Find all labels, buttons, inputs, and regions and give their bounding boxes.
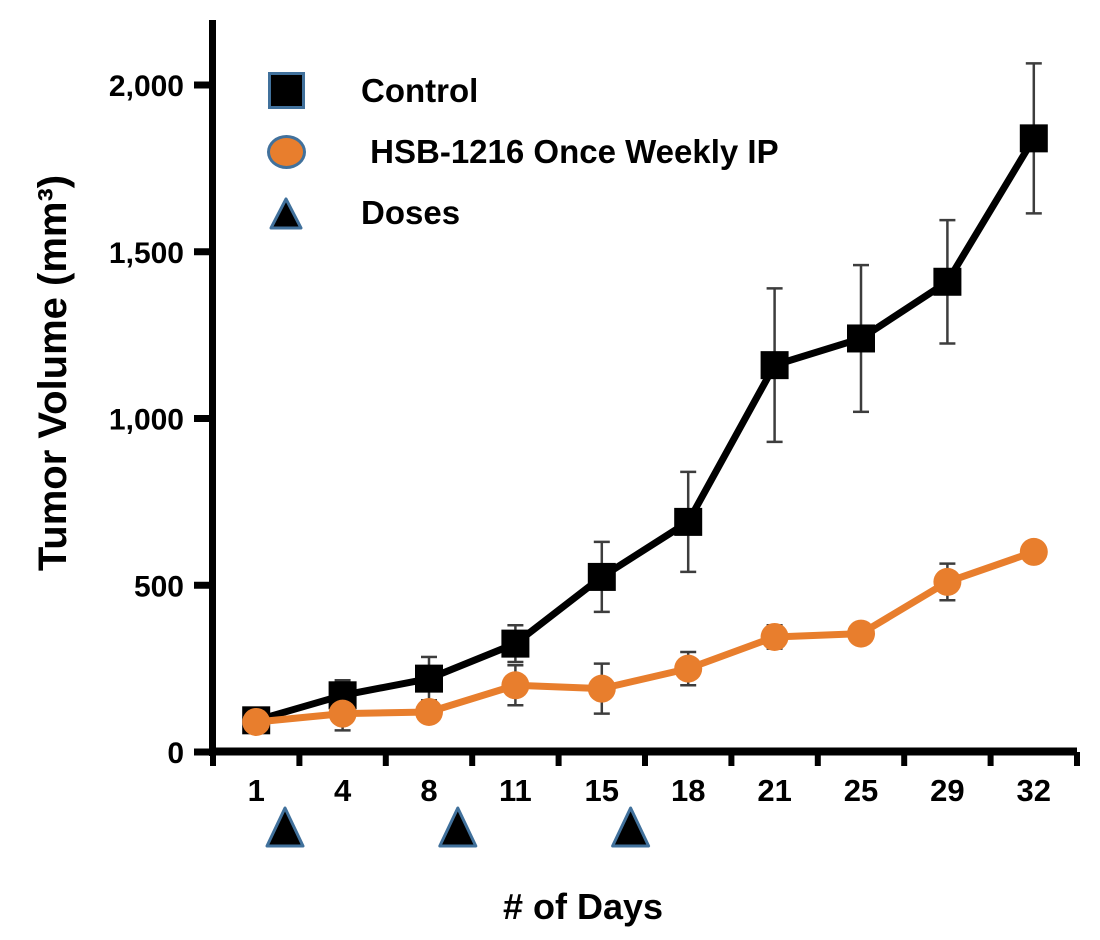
legend-item-doses: Doses [266,182,779,243]
x-tick-label: 11 [499,773,532,808]
x-tick-label: 15 [585,773,619,808]
doses-triangle-icon [266,195,306,231]
control-data-point [587,562,616,591]
treatment-circle-icon [266,134,306,169]
legend-item-control: Control [266,60,779,121]
control-data-point [501,629,530,658]
y-tick-label: 0 [167,737,184,770]
y-axis-title: Tumor Volume (mm³) [31,174,75,572]
dose-triangle-icon [438,806,478,848]
legend-label-treatment: HSB-1216 Once Weekly IP [361,132,779,170]
x-tick-label: 1 [248,773,265,808]
treatment-data-point [674,654,703,683]
treatment-data-point [242,707,271,736]
y-tick-label: 1,000 [109,404,184,437]
treatment-data-point [847,619,875,648]
dose-triangle-icon [611,806,651,848]
control-data-point [933,267,962,296]
control-data-point [1019,124,1048,153]
y-tick-label: 2,000 [109,70,184,103]
control-data-point [847,324,875,353]
control-data-point [674,507,703,536]
legend-item-treatment: HSB-1216 Once Weekly IP [266,121,779,182]
treatment-data-point [1019,537,1048,566]
x-tick-label: 18 [671,773,705,808]
dose-triangle-icon [265,806,305,848]
x-tick-label: 8 [420,773,437,808]
legend: Control HSB-1216 Once Weekly IP Doses [266,60,779,243]
x-tick-label: 21 [757,773,791,808]
treatment-data-point [933,567,962,596]
y-tick-label: 500 [134,570,184,603]
treatment-data-point [501,671,530,700]
x-tick-label: 4 [334,773,352,808]
treatment-data-point [328,699,357,728]
x-tick-label: 29 [930,773,964,808]
x-axis-title: # of Days [502,886,664,927]
legend-label-doses: Doses [361,193,461,231]
treatment-data-point [587,674,616,703]
y-tick-label: 1,500 [109,237,184,270]
control-square-icon [266,72,306,109]
control-data-point [415,664,443,693]
treatment-data-point [415,697,443,726]
x-tick-label: 25 [844,773,878,808]
control-data-point [760,351,789,380]
legend-label-control: Control [361,71,479,109]
treatment-data-point [760,622,789,651]
x-tick-label: 32 [1017,773,1051,808]
